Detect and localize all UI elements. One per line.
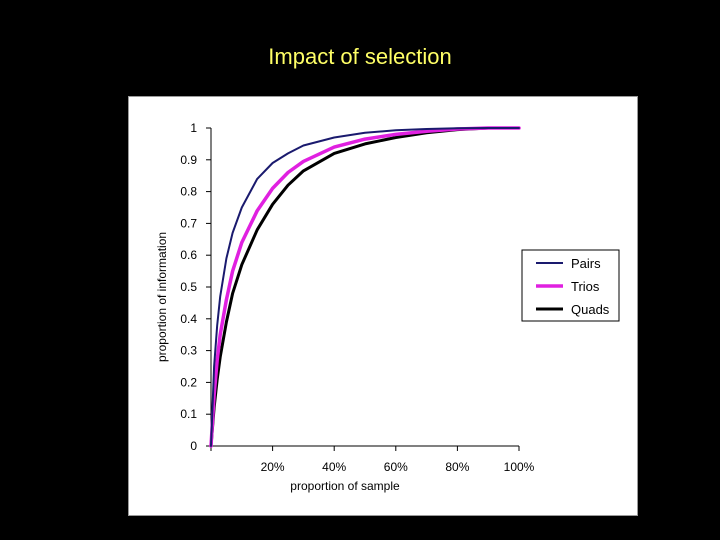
x-tick-label: 100%: [504, 460, 535, 474]
x-axis-title: proportion of sample: [290, 479, 400, 493]
y-axis-title: proportion of information: [155, 232, 169, 362]
y-tick-label: 0.7: [180, 216, 197, 230]
x-tick-label: 80%: [445, 460, 469, 474]
y-tick-label: 0.6: [180, 248, 197, 262]
legend-label-trios: Trios: [571, 279, 600, 294]
y-tick-label: 0.8: [180, 185, 197, 199]
y-tick-label: 0.1: [180, 407, 197, 421]
series-line-quads: [209, 126, 521, 448]
y-tick-label: 0.3: [180, 344, 197, 358]
series-line-pairs: [210, 127, 520, 447]
y-tick-label: 0.5: [180, 280, 197, 294]
y-tick-label: 1: [190, 121, 197, 135]
x-tick-label: 60%: [384, 460, 408, 474]
y-tick-label: 0.2: [180, 375, 197, 389]
legend-label-pairs: Pairs: [571, 256, 601, 271]
y-tick-label: 0: [190, 439, 197, 453]
legend-label-quads: Quads: [571, 302, 610, 317]
chart-svg: 0 0.1 0.2 0.3 0.4 0.5 0.6 0.7 0.8 0.9 1 20% 40% 60% 80…: [155, 121, 620, 493]
series-line-trios: [209, 126, 521, 448]
y-tick-label: 0.9: [180, 153, 197, 167]
slide-title: Impact of selection: [268, 44, 452, 69]
chart-panel: 0 0.1 0.2 0.3 0.4 0.5 0.6 0.7 0.8 0.9 1 20% 40% 60% 80…: [128, 96, 638, 516]
x-tick-label: 20%: [261, 460, 285, 474]
x-tick-label: 40%: [322, 460, 346, 474]
y-tick-label: 0.4: [180, 312, 197, 326]
